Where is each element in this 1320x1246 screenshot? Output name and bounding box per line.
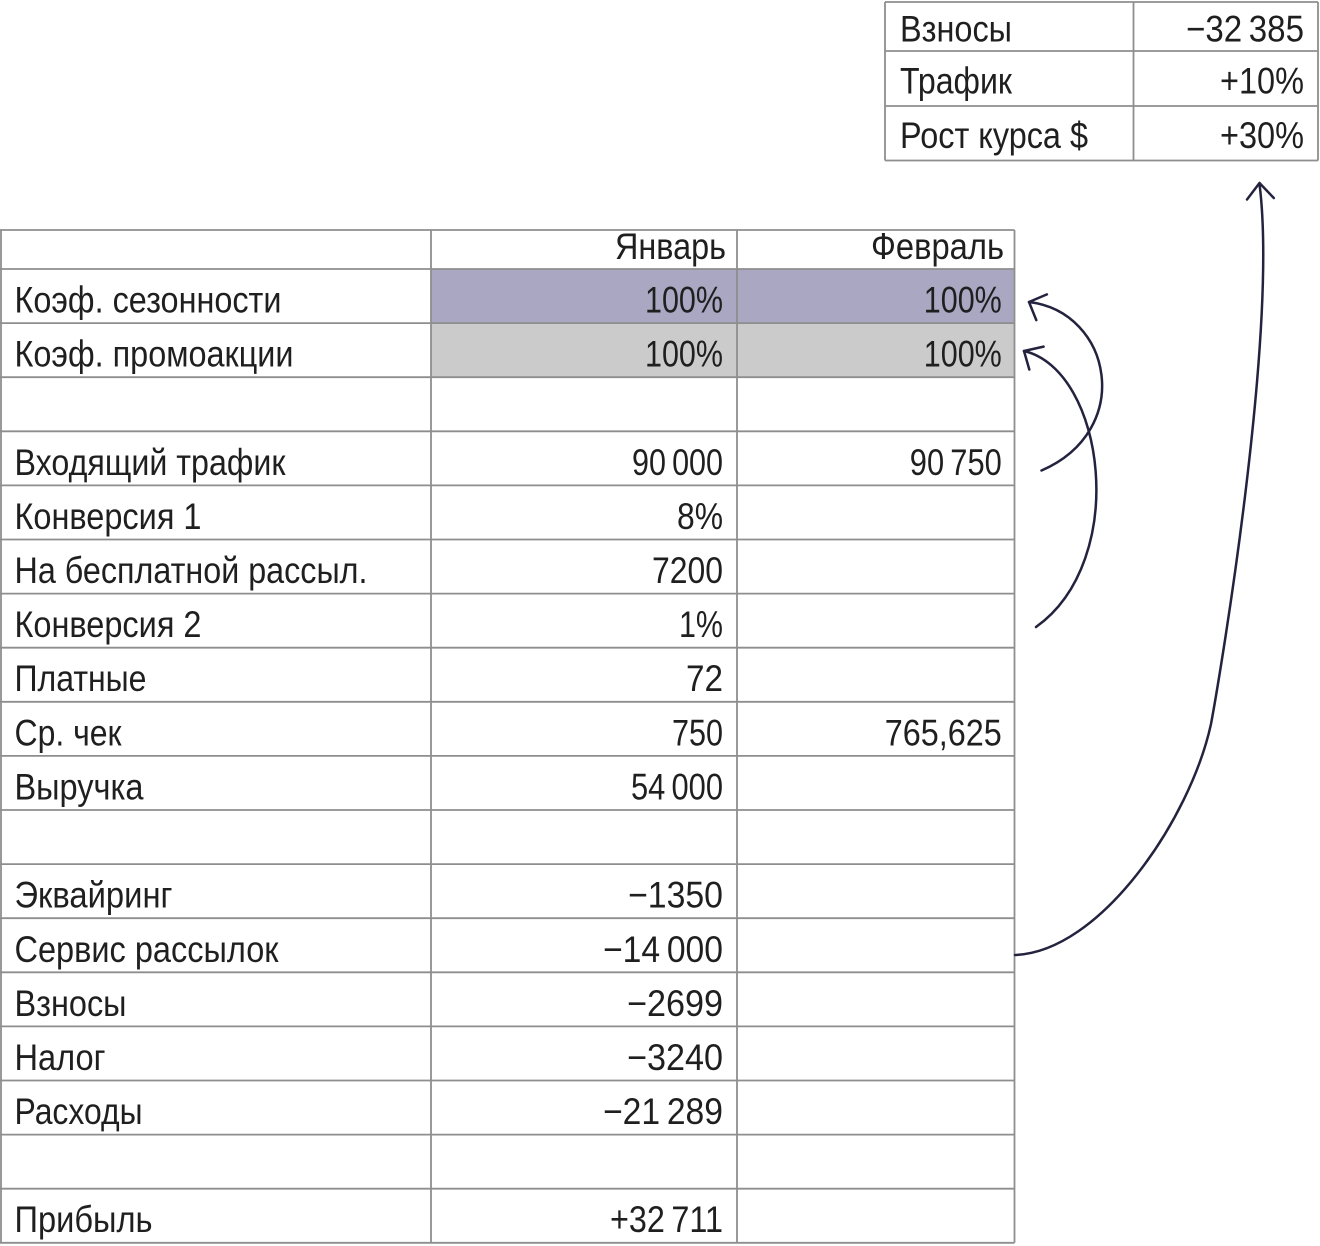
svg-text:Эквайринг: Эквайринг bbox=[15, 875, 173, 916]
svg-text:100%: 100% bbox=[924, 334, 1002, 375]
svg-text:Налог: Налог bbox=[15, 1037, 106, 1078]
svg-text:72: 72 bbox=[686, 658, 723, 699]
svg-text:750: 750 bbox=[672, 712, 723, 753]
svg-text:100%: 100% bbox=[645, 280, 723, 321]
svg-text:Выручка: Выручка bbox=[15, 767, 144, 808]
svg-text:Коэф. промоакции: Коэф. промоакции bbox=[15, 334, 294, 375]
svg-text:+32 711: +32 711 bbox=[610, 1199, 723, 1240]
svg-text:Взносы: Взносы bbox=[15, 983, 127, 1024]
svg-text:+10%: +10% bbox=[1220, 61, 1304, 102]
svg-text:−32 385: −32 385 bbox=[1186, 9, 1304, 50]
svg-text:Рост курса $: Рост курса $ bbox=[900, 115, 1088, 156]
svg-text:Конверсия 2: Конверсия 2 bbox=[15, 604, 202, 645]
svg-text:765,625: 765,625 bbox=[885, 712, 1002, 753]
svg-text:Расходы: Расходы bbox=[15, 1091, 143, 1132]
svg-text:100%: 100% bbox=[924, 280, 1002, 321]
svg-text:−21 289: −21 289 bbox=[603, 1091, 723, 1132]
svg-text:−2699: −2699 bbox=[627, 983, 723, 1024]
svg-text:Прибыль: Прибыль bbox=[15, 1199, 153, 1240]
svg-text:90 750: 90 750 bbox=[910, 442, 1002, 483]
svg-text:90 000: 90 000 bbox=[632, 442, 723, 483]
svg-text:Платные: Платные bbox=[15, 658, 147, 699]
svg-text:−1350: −1350 bbox=[628, 875, 723, 916]
svg-text:Входящий трафик: Входящий трафик bbox=[15, 442, 287, 483]
svg-text:7200: 7200 bbox=[652, 550, 723, 591]
svg-text:На бесплатной рассыл.: На бесплатной рассыл. bbox=[15, 550, 368, 591]
svg-text:Февраль: Февраль bbox=[871, 226, 1004, 267]
svg-text:Январь: Январь bbox=[615, 226, 726, 267]
svg-text:Взносы: Взносы bbox=[900, 9, 1012, 50]
svg-text:54 000: 54 000 bbox=[631, 767, 723, 808]
svg-text:Сервис рассылок: Сервис рассылок bbox=[15, 929, 280, 970]
svg-text:+30%: +30% bbox=[1220, 115, 1304, 156]
svg-text:100%: 100% bbox=[645, 334, 723, 375]
svg-text:Коэф. сезонности: Коэф. сезонности bbox=[15, 280, 282, 321]
svg-text:Конверсия 1: Конверсия 1 bbox=[15, 496, 202, 537]
svg-text:−3240: −3240 bbox=[627, 1037, 723, 1078]
svg-text:Ср. чек: Ср. чек bbox=[15, 712, 123, 753]
svg-text:−14 000: −14 000 bbox=[603, 929, 723, 970]
svg-text:1%: 1% bbox=[679, 604, 723, 645]
svg-text:8%: 8% bbox=[677, 496, 723, 537]
svg-text:Трафик: Трафик bbox=[900, 61, 1013, 102]
